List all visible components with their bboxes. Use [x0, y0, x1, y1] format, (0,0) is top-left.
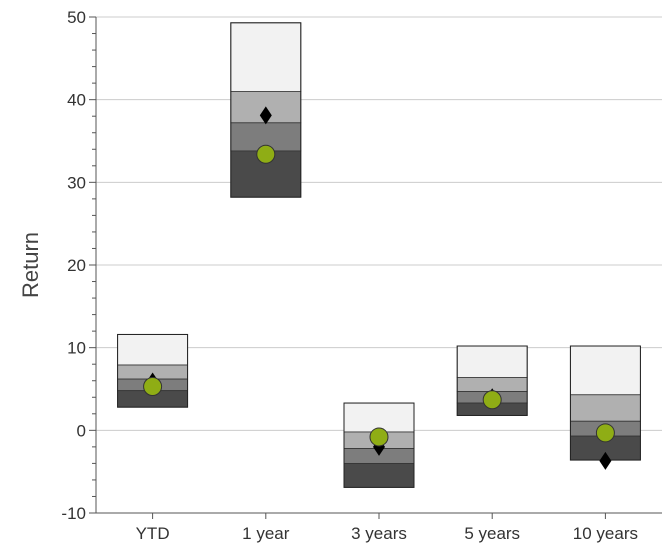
x-tick-label: YTD: [136, 524, 170, 543]
circle-marker: [482, 390, 502, 410]
x-tick-label: 3 years: [351, 524, 407, 543]
box-outline: [343, 402, 415, 488]
circle-marker: [595, 423, 615, 443]
circle-marker: [143, 377, 163, 397]
box-band-4: [343, 462, 415, 488]
diamond-marker: [259, 106, 272, 125]
y-tick-label: 0: [77, 421, 86, 440]
box-outline: [230, 22, 302, 198]
y-tick-label: 30: [67, 173, 86, 192]
circle-marker: [369, 427, 389, 447]
box-band-1: [570, 345, 641, 396]
x-tick-label: 10 years: [573, 524, 638, 543]
box-band-1: [117, 334, 188, 366]
box-band-1: [230, 22, 302, 92]
box-outline: [117, 333, 189, 408]
x-tick-label: 5 years: [464, 524, 520, 543]
circle-marker: [256, 144, 276, 164]
y-tick-label: 20: [67, 256, 86, 275]
y-tick-label: 40: [67, 91, 86, 110]
y-tick-label: 10: [67, 339, 86, 358]
y-tick-label: 50: [67, 8, 86, 27]
y-axis-title: Return: [18, 232, 43, 298]
diamond-marker: [599, 451, 612, 470]
box-band-2: [570, 394, 641, 422]
y-tick-label: -10: [61, 504, 86, 523]
x-tick-label: 1 year: [242, 524, 290, 543]
box-outline: [456, 345, 528, 416]
box-band-1: [456, 345, 528, 378]
